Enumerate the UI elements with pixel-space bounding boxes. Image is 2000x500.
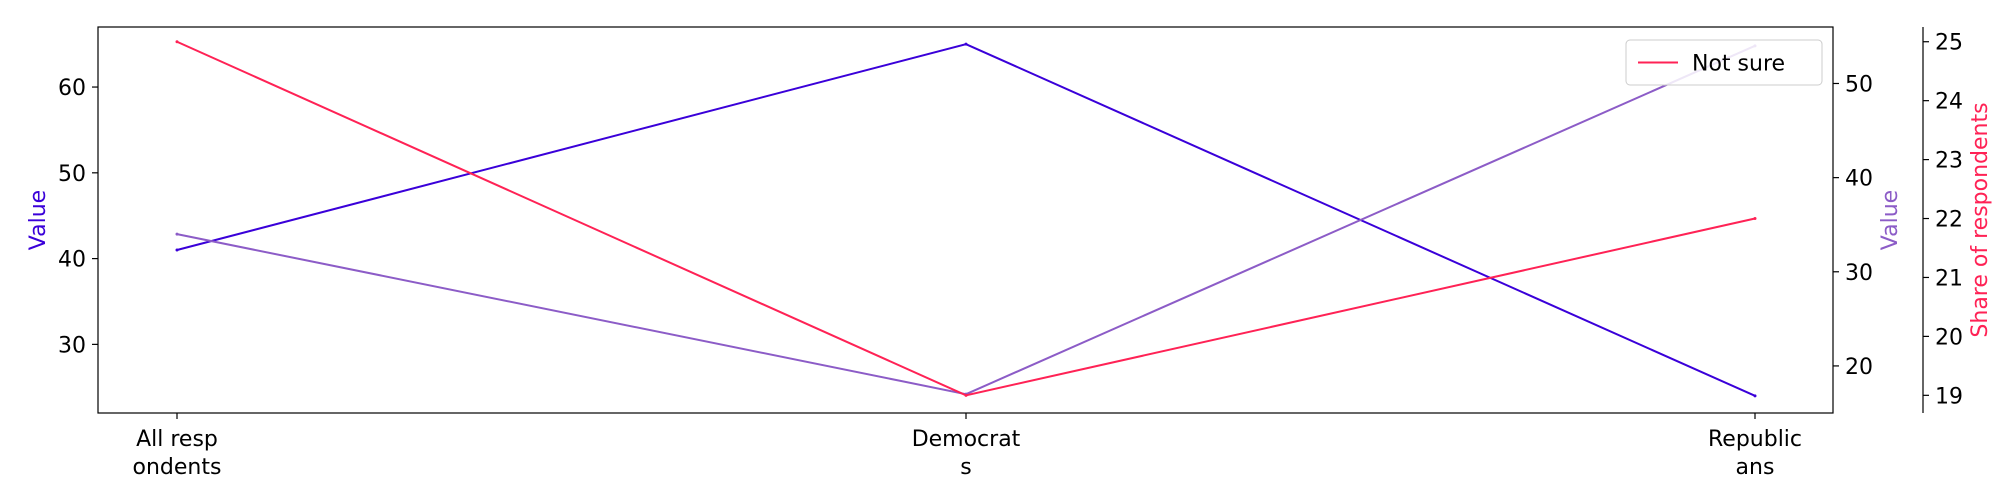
x-tick-label: All resp ondents (133, 427, 222, 480)
left-y-tick-label: 40 (58, 248, 86, 273)
x-tick-label-line: Democrat (912, 427, 1021, 452)
data-point (964, 393, 968, 397)
series-line-3 (176, 40, 1756, 397)
x-tick-label-line: ans (1736, 455, 1775, 480)
x-tick-label: Republic ans (1708, 427, 1802, 480)
data-point (1753, 394, 1757, 398)
data-point (175, 232, 179, 236)
right-y-tick-label: 30 (1845, 261, 1873, 286)
series-line-2 (176, 44, 1756, 396)
right-y-tick-label: 40 (1845, 167, 1873, 192)
left-y-tick-label: 50 (58, 162, 86, 187)
data-point (964, 42, 968, 46)
outer-right-y-tick-label: 24 (1935, 90, 1963, 115)
legend-label: Not sure (1692, 52, 1785, 77)
outer-right-y-axis-label: Share of respondents (1968, 102, 1993, 337)
data-point (175, 40, 179, 44)
x-tick-label-line: ondents (133, 455, 222, 480)
data-point (175, 248, 179, 252)
left-y-tick-label: 30 (58, 333, 86, 358)
outer-right-y-tick-label: 20 (1935, 325, 1963, 350)
legend-box (1625, 39, 1823, 86)
right-y-axis-label: Value (1878, 190, 1903, 250)
data-point (1753, 217, 1757, 221)
outer-right-y-tick-label: 25 (1935, 31, 1963, 56)
outer-right-y-tick-label: 19 (1935, 384, 1963, 409)
x-tick-label: Democrat s (912, 427, 1021, 480)
plot-frame (97, 26, 1834, 414)
x-tick-label-line: Republic (1708, 427, 1802, 452)
left-y-tick-label: 60 (58, 76, 86, 101)
outer-right-y-tick-label: 22 (1935, 208, 1963, 233)
series-line-1 (176, 43, 1756, 397)
outer-right-y-tick-label: 23 (1935, 149, 1963, 174)
outer-right-y-tick-label: 21 (1935, 266, 1963, 291)
x-tick-label-line: s (960, 455, 971, 480)
left-y-axis-label: Value (26, 190, 51, 250)
right-y-tick-label: 50 (1845, 72, 1873, 97)
right-y-tick-label: 20 (1845, 355, 1873, 380)
x-tick-label-line: All resp (136, 427, 218, 452)
